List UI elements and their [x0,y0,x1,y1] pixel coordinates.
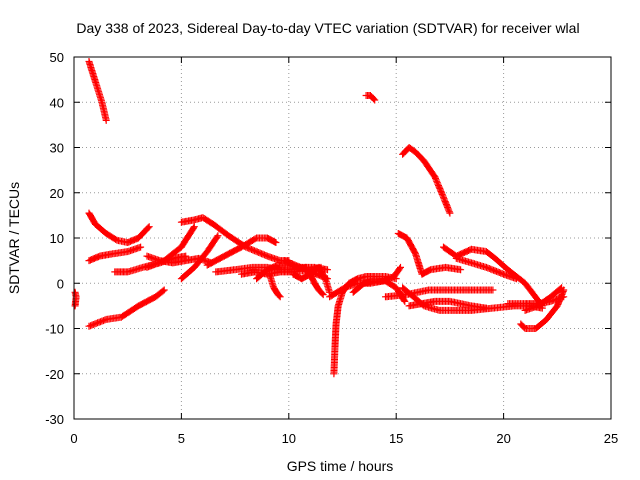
y-tick-label: 10 [50,231,64,246]
x-tick-label: 20 [496,431,510,446]
x-tick-labels: 0 5 10 15 20 25 [70,431,618,446]
series-track-15 [266,270,284,301]
x-tick-label: 5 [178,431,185,446]
y-axis-label: SDTVAR / TECUs [6,182,22,294]
series-track-23 [399,144,454,217]
series-track-1 [71,288,80,310]
series-track-24 [394,230,465,278]
y-tick-label: -20 [45,367,64,382]
y-tick-label: 40 [50,95,64,110]
data-point-marks [85,286,168,330]
data-point-marks [306,270,327,299]
series-track-29 [452,254,520,283]
x-axis-label: GPS time / hours [287,458,394,474]
series-track-4 [85,243,145,265]
data-point-marks [504,293,568,308]
data-point-marks [203,234,280,269]
grid [74,57,611,419]
data-point-marks [362,92,379,104]
data-point-marks [85,209,153,246]
data-point-marks [399,144,454,217]
series-track-11 [203,234,280,269]
series-track-5 [85,286,168,330]
y-tick-label: 0 [57,276,64,291]
data-point-marks [394,230,465,278]
series-track-10 [177,214,293,265]
y-tick-label: -10 [45,322,64,337]
series-track-2 [85,58,110,124]
y-tick-labels: -30 -20 -10 0 10 20 30 40 50 [45,50,64,427]
y-tick-label: 30 [50,141,64,156]
data-point-marks [71,288,80,310]
data-point-marks [177,232,222,283]
data-point-marks [143,223,198,271]
series-track-27 [405,297,490,312]
axis-ticks [73,56,612,420]
series-track-8 [143,223,198,271]
series-track-22 [362,92,379,104]
series-track-3 [85,209,153,246]
data-point-marks [452,254,520,283]
data-point-marks [85,243,145,265]
data-point-marks [266,270,284,301]
series-track-32 [504,293,568,308]
x-tick-label: 10 [282,431,296,446]
chart-title: Day 338 of 2023, Sidereal Day-to-day VTE… [76,20,579,36]
plot-marks [71,58,568,378]
series-track-9 [177,232,222,283]
x-tick-label: 15 [389,431,403,446]
y-tick-label: 20 [50,186,64,201]
x-tick-label: 25 [604,431,618,446]
series-track-18 [306,270,327,299]
data-point-marks [85,58,110,124]
y-tick-label: 50 [50,50,64,65]
y-tick-label: -30 [45,412,64,427]
data-point-marks [177,214,293,265]
data-point-marks [405,297,490,312]
x-tick-label: 0 [70,431,77,446]
